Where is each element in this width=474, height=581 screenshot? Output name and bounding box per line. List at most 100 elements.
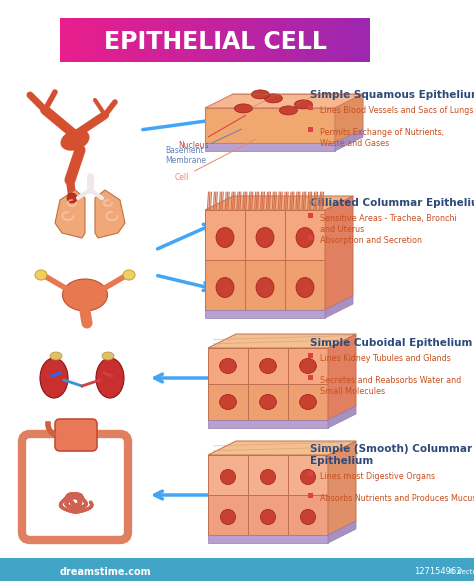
Ellipse shape [260,394,276,410]
Polygon shape [208,441,356,455]
Text: Cilliated Colummar Epithelium: Cilliated Colummar Epithelium [310,198,474,208]
FancyBboxPatch shape [172,18,175,62]
Polygon shape [288,348,328,384]
FancyBboxPatch shape [82,18,85,62]
FancyBboxPatch shape [135,18,137,62]
FancyBboxPatch shape [364,18,367,62]
Ellipse shape [216,278,234,297]
Polygon shape [328,406,356,428]
FancyBboxPatch shape [100,18,103,62]
FancyBboxPatch shape [234,18,237,62]
Polygon shape [285,260,325,310]
Text: Lines Kidney Tubules and Glands: Lines Kidney Tubules and Glands [320,354,451,363]
FancyBboxPatch shape [357,18,361,62]
Text: Sensitive Areas - Trachea, Bronchi
and Uterus: Sensitive Areas - Trachea, Bronchi and U… [320,214,457,234]
FancyBboxPatch shape [150,18,153,62]
FancyBboxPatch shape [348,18,351,62]
Polygon shape [205,210,245,260]
FancyBboxPatch shape [305,18,308,62]
FancyBboxPatch shape [63,18,66,62]
FancyBboxPatch shape [320,18,323,62]
Polygon shape [248,495,288,535]
FancyBboxPatch shape [221,18,224,62]
Text: Lines Blood Vessels and Sacs of Lungs: Lines Blood Vessels and Sacs of Lungs [320,106,474,115]
Polygon shape [208,348,248,384]
Ellipse shape [35,270,47,280]
Ellipse shape [260,469,275,485]
Ellipse shape [220,469,236,485]
Text: © VectorMine: © VectorMine [448,569,474,575]
FancyBboxPatch shape [97,18,100,62]
Text: Lines most Digestive Organs: Lines most Digestive Organs [320,472,435,481]
Polygon shape [208,334,356,348]
FancyBboxPatch shape [367,18,370,62]
FancyBboxPatch shape [69,18,73,62]
FancyBboxPatch shape [144,18,147,62]
FancyBboxPatch shape [141,18,144,62]
FancyBboxPatch shape [302,18,305,62]
Ellipse shape [102,352,114,360]
Bar [308,235,313,240]
Ellipse shape [235,104,252,113]
FancyBboxPatch shape [292,18,296,62]
FancyBboxPatch shape [91,18,94,62]
FancyBboxPatch shape [246,18,249,62]
FancyBboxPatch shape [147,18,150,62]
FancyBboxPatch shape [271,18,274,62]
FancyBboxPatch shape [202,18,206,62]
FancyBboxPatch shape [212,18,215,62]
Polygon shape [208,535,328,543]
FancyBboxPatch shape [85,18,88,62]
FancyBboxPatch shape [128,18,131,62]
Text: dreamstime.com: dreamstime.com [60,567,152,577]
Polygon shape [55,190,85,238]
Text: Secretes and Reabsorbs Water and
Small Molecules: Secretes and Reabsorbs Water and Small M… [320,376,461,396]
FancyBboxPatch shape [243,18,246,62]
Ellipse shape [256,228,274,248]
Ellipse shape [123,270,135,280]
FancyBboxPatch shape [323,18,327,62]
Ellipse shape [301,469,316,485]
Ellipse shape [67,193,77,203]
FancyBboxPatch shape [249,18,252,62]
FancyBboxPatch shape [116,18,119,62]
FancyBboxPatch shape [351,18,355,62]
Ellipse shape [219,394,237,410]
FancyBboxPatch shape [122,18,125,62]
FancyBboxPatch shape [333,18,336,62]
FancyBboxPatch shape [103,18,107,62]
Polygon shape [328,441,356,535]
Bar [308,105,313,110]
FancyBboxPatch shape [218,18,221,62]
FancyBboxPatch shape [230,18,234,62]
FancyBboxPatch shape [215,18,218,62]
FancyBboxPatch shape [181,18,184,62]
Text: Cell: Cell [175,139,255,182]
Text: Absorption and Secretion: Absorption and Secretion [320,236,422,245]
FancyBboxPatch shape [209,18,212,62]
FancyBboxPatch shape [107,18,109,62]
FancyBboxPatch shape [165,18,168,62]
FancyBboxPatch shape [55,419,97,451]
Polygon shape [205,260,245,310]
FancyBboxPatch shape [137,18,141,62]
Polygon shape [208,455,248,495]
FancyBboxPatch shape [330,18,333,62]
FancyBboxPatch shape [345,18,348,62]
Polygon shape [205,310,325,318]
FancyBboxPatch shape [327,18,330,62]
FancyBboxPatch shape [200,18,202,62]
FancyBboxPatch shape [317,18,320,62]
Polygon shape [245,210,285,260]
Bar [308,471,313,476]
Polygon shape [248,348,288,384]
FancyBboxPatch shape [262,18,264,62]
FancyBboxPatch shape [113,18,116,62]
FancyBboxPatch shape [342,18,345,62]
FancyBboxPatch shape [109,18,113,62]
FancyBboxPatch shape [240,18,243,62]
Text: 127154962: 127154962 [414,568,462,576]
FancyBboxPatch shape [237,18,240,62]
FancyBboxPatch shape [277,18,280,62]
FancyBboxPatch shape [224,18,228,62]
